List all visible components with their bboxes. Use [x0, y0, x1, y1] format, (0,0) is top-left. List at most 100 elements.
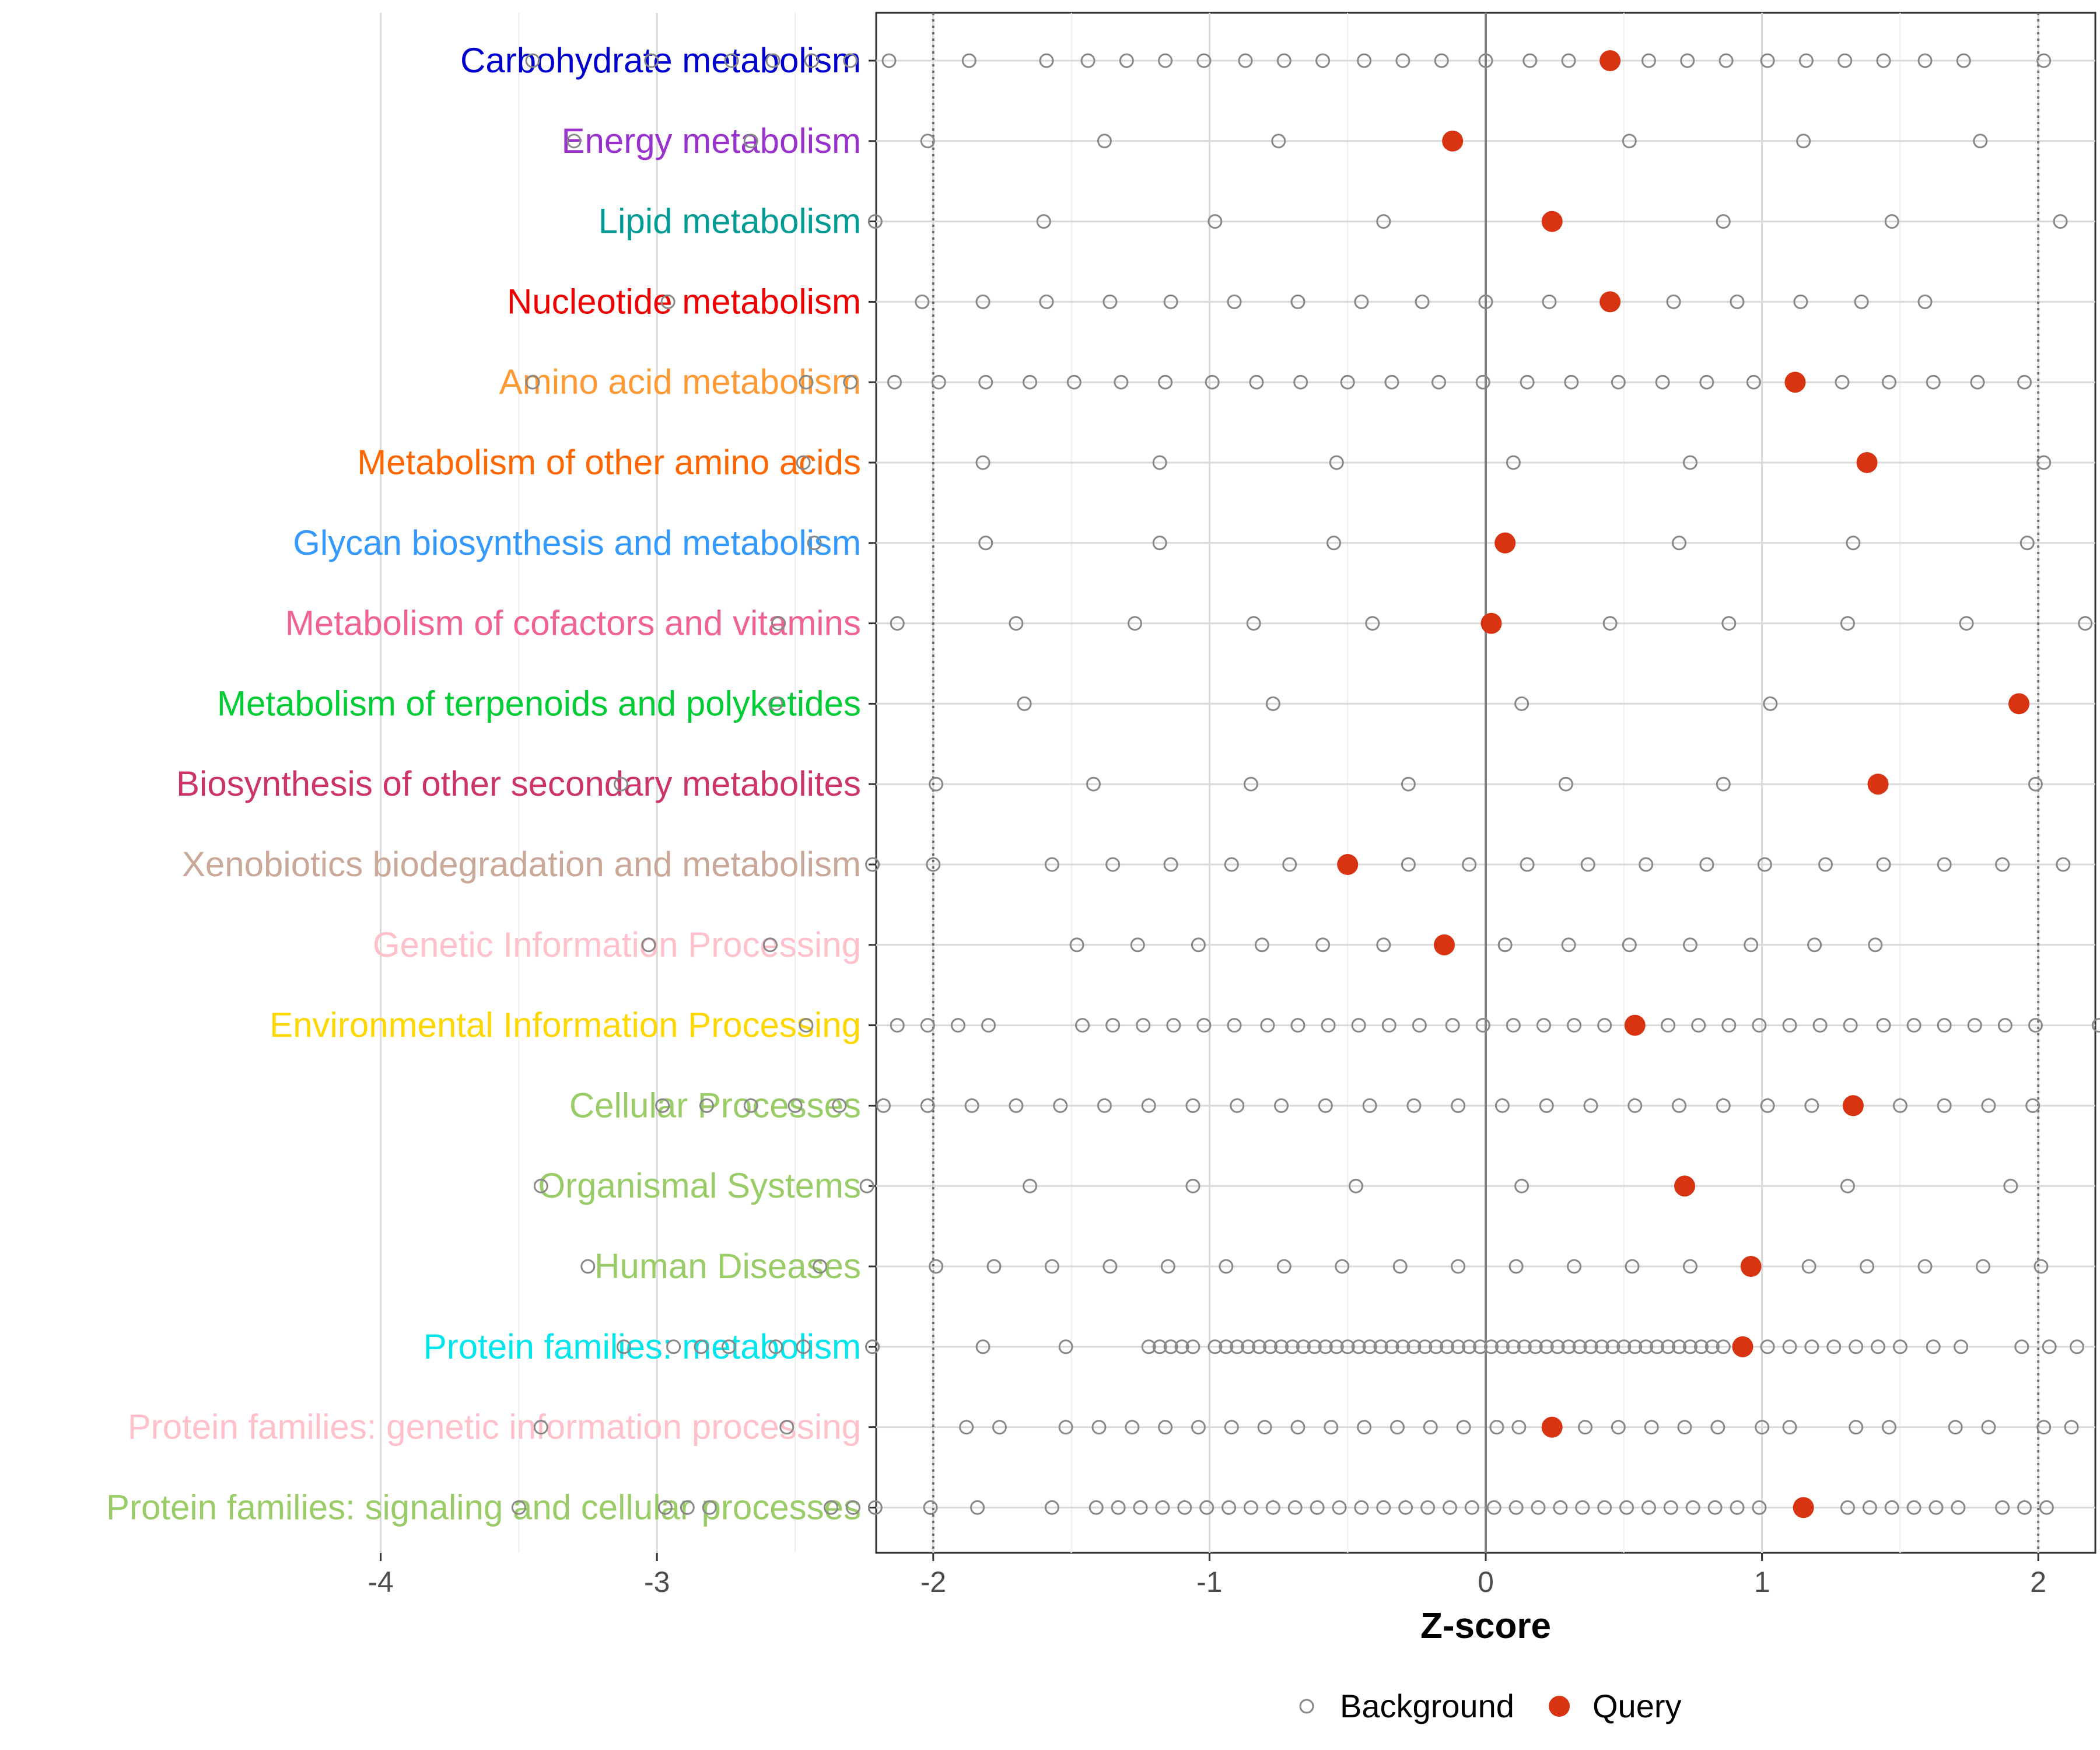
- background-point: [1329, 1339, 1344, 1354]
- background-point: [1854, 294, 1869, 309]
- background-point: [1105, 857, 1121, 872]
- background-point: [1376, 937, 1391, 953]
- category-label: Amino acid metabolism: [499, 362, 861, 401]
- background-point: [1884, 1500, 1899, 1515]
- background-point: [1208, 1339, 1223, 1354]
- background-point: [1838, 53, 1853, 68]
- background-point: [1174, 1339, 1189, 1354]
- background-point: [655, 1098, 670, 1113]
- background-point: [1418, 1339, 1433, 1354]
- background-point: [1158, 374, 1173, 390]
- background-point: [1351, 1018, 1366, 1033]
- background-point: [1661, 1339, 1676, 1354]
- background-point: [1575, 1500, 1590, 1515]
- background-point: [1611, 1420, 1626, 1435]
- background-point: [2036, 455, 2052, 470]
- background-point: [1219, 1339, 1234, 1354]
- background-point: [1166, 1018, 1181, 1033]
- background-point: [1141, 1339, 1156, 1354]
- background-point: [1622, 134, 1637, 149]
- background-point: [511, 1500, 526, 1515]
- background-point: [1641, 53, 1656, 68]
- background-point: [1401, 776, 1416, 792]
- background-point: [1564, 374, 1579, 390]
- background-point: [1392, 1259, 1408, 1274]
- background-point: [1357, 1420, 1372, 1435]
- background-point: [1716, 214, 1731, 229]
- background-point: [804, 53, 819, 68]
- background-point: [1241, 1339, 1256, 1354]
- background-point: [616, 1339, 631, 1354]
- background-point: [1058, 1339, 1073, 1354]
- background-point: [978, 536, 993, 551]
- background-point: [1528, 1339, 1543, 1354]
- background-point: [1155, 1500, 1170, 1515]
- background-point: [881, 53, 897, 68]
- background-point: [1881, 1420, 1896, 1435]
- query-point: [1784, 372, 1806, 393]
- background-point: [1282, 857, 1297, 872]
- background-point: [1793, 294, 1808, 309]
- background-point: [1133, 1500, 1148, 1515]
- background-point: [1196, 53, 1212, 68]
- x-tick-label: 0: [1478, 1566, 1494, 1598]
- background-point: [799, 1018, 814, 1033]
- background-point: [832, 1098, 847, 1113]
- background-point: [1760, 53, 1775, 68]
- background-point: [1473, 1339, 1488, 1354]
- background-point: [702, 1500, 717, 1515]
- background-point: [1937, 1018, 1952, 1033]
- category-rows: Carbohydrate metabolism Energy metabolism…: [106, 41, 2100, 1527]
- category-label: Lipid metabolism: [598, 202, 861, 241]
- background-point: [1401, 857, 1416, 872]
- background-point: [2078, 616, 2093, 631]
- background-point: [1039, 294, 1054, 309]
- background-point: [1376, 1500, 1391, 1515]
- background-point: [1594, 1339, 1609, 1354]
- background-point: [1307, 1339, 1322, 1354]
- background-point: [1760, 1098, 1775, 1113]
- background-point: [2036, 53, 2052, 68]
- background-point: [1666, 294, 1681, 309]
- category-row: Cellular Processes: [569, 1086, 2041, 1125]
- background-point: [2064, 1420, 2079, 1435]
- background-point: [1860, 1259, 1875, 1274]
- x-tick-label: -4: [368, 1566, 393, 1598]
- query-point: [1541, 211, 1563, 232]
- background-point: [1553, 1500, 1568, 1515]
- background-point: [796, 455, 811, 470]
- background-point: [1152, 536, 1167, 551]
- legend-query-label: Query: [1592, 1688, 1682, 1724]
- background-point: [1276, 1259, 1292, 1274]
- background-point: [1102, 1259, 1118, 1274]
- background-point: [1755, 1420, 1770, 1435]
- category-row: Nucleotide metabolism: [507, 282, 1933, 321]
- category-row: Metabolism of other amino acids: [357, 443, 2052, 482]
- background-point: [926, 857, 941, 872]
- background-point: [1691, 1018, 1706, 1033]
- background-point: [1628, 1339, 1643, 1354]
- background-point: [1876, 53, 1891, 68]
- background-point: [1746, 374, 1761, 390]
- background-point: [1315, 53, 1331, 68]
- background-point: [1406, 1339, 1422, 1354]
- background-point: [1906, 1500, 1922, 1515]
- background-point: [1929, 1500, 1944, 1515]
- background-point: [694, 1339, 709, 1354]
- background-point: [1412, 1018, 1427, 1033]
- background-point: [1849, 1339, 1864, 1354]
- background-point: [1315, 937, 1331, 953]
- category-row: Metabolism of cofactors and vitamins: [285, 604, 2093, 643]
- background-point: [931, 374, 946, 390]
- background-point: [1583, 1098, 1598, 1113]
- background-point: [1959, 616, 1974, 631]
- background-point: [1572, 1339, 1587, 1354]
- background-point: [1605, 1339, 1620, 1354]
- background-point: [1682, 455, 1698, 470]
- background-point: [1812, 1018, 1828, 1033]
- background-point: [2036, 1420, 2052, 1435]
- background-point: [867, 214, 883, 229]
- background-point: [1105, 1018, 1121, 1033]
- background-point: [1682, 937, 1698, 953]
- background-point: [1086, 776, 1101, 792]
